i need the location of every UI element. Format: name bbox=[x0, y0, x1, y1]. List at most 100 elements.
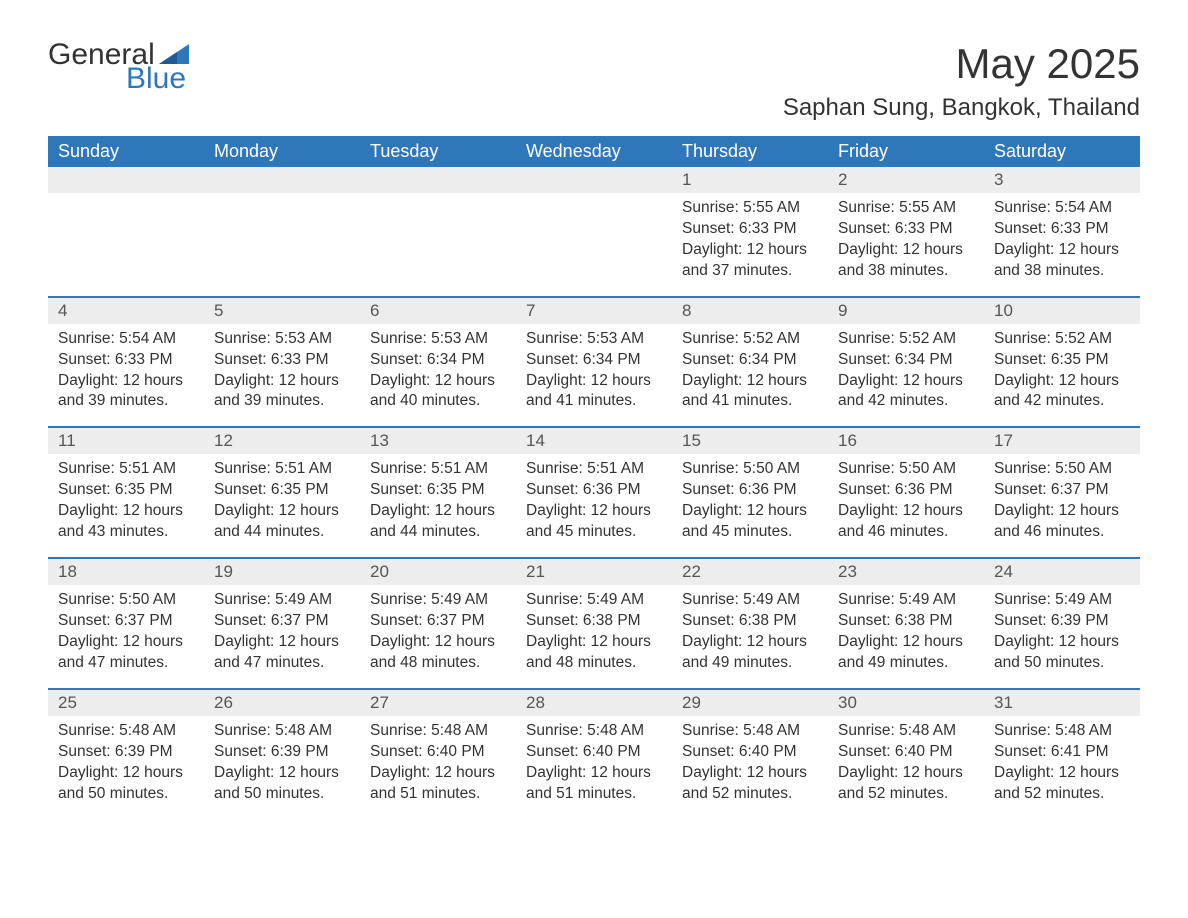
sunset-line: Sunset: 6:40 PM bbox=[838, 742, 974, 763]
sunset-line: Sunset: 6:38 PM bbox=[838, 611, 974, 632]
calendar-cell: 31Sunrise: 5:48 AMSunset: 6:41 PMDayligh… bbox=[984, 689, 1140, 819]
calendar-cell: 23Sunrise: 5:49 AMSunset: 6:38 PMDayligh… bbox=[828, 558, 984, 689]
sunrise-line: Sunrise: 5:48 AM bbox=[994, 721, 1130, 742]
daylight-line: Daylight: 12 hours and 49 minutes. bbox=[682, 632, 818, 674]
day-details: Sunrise: 5:49 AMSunset: 6:38 PMDaylight:… bbox=[828, 585, 984, 688]
calendar-cell: 20Sunrise: 5:49 AMSunset: 6:37 PMDayligh… bbox=[360, 558, 516, 689]
calendar-cell: 22Sunrise: 5:49 AMSunset: 6:38 PMDayligh… bbox=[672, 558, 828, 689]
page-title: May 2025 bbox=[783, 40, 1140, 88]
weekday-header: Tuesday bbox=[360, 136, 516, 167]
sunrise-line: Sunrise: 5:48 AM bbox=[682, 721, 818, 742]
page-subtitle: Saphan Sung, Bangkok, Thailand bbox=[783, 94, 1140, 122]
daylight-line: Daylight: 12 hours and 38 minutes. bbox=[838, 240, 974, 282]
day-details: Sunrise: 5:50 AMSunset: 6:37 PMDaylight:… bbox=[48, 585, 204, 688]
daylight-line: Daylight: 12 hours and 43 minutes. bbox=[58, 501, 194, 543]
day-details: Sunrise: 5:52 AMSunset: 6:34 PMDaylight:… bbox=[828, 324, 984, 427]
calendar-cell: 19Sunrise: 5:49 AMSunset: 6:37 PMDayligh… bbox=[204, 558, 360, 689]
daylight-line: Daylight: 12 hours and 51 minutes. bbox=[370, 763, 506, 805]
sunrise-line: Sunrise: 5:49 AM bbox=[214, 590, 350, 611]
day-number: 12 bbox=[204, 428, 360, 454]
day-details: Sunrise: 5:48 AMSunset: 6:40 PMDaylight:… bbox=[672, 716, 828, 819]
sunset-line: Sunset: 6:40 PM bbox=[526, 742, 662, 763]
sunset-line: Sunset: 6:36 PM bbox=[526, 480, 662, 501]
day-details: Sunrise: 5:52 AMSunset: 6:35 PMDaylight:… bbox=[984, 324, 1140, 427]
sunset-line: Sunset: 6:33 PM bbox=[838, 219, 974, 240]
calendar-cell: 25Sunrise: 5:48 AMSunset: 6:39 PMDayligh… bbox=[48, 689, 204, 819]
day-details: Sunrise: 5:48 AMSunset: 6:41 PMDaylight:… bbox=[984, 716, 1140, 819]
day-number: 30 bbox=[828, 690, 984, 716]
calendar-cell: 15Sunrise: 5:50 AMSunset: 6:36 PMDayligh… bbox=[672, 427, 828, 558]
sunset-line: Sunset: 6:40 PM bbox=[682, 742, 818, 763]
daylight-line: Daylight: 12 hours and 44 minutes. bbox=[214, 501, 350, 543]
sunrise-line: Sunrise: 5:48 AM bbox=[58, 721, 194, 742]
day-details: Sunrise: 5:55 AMSunset: 6:33 PMDaylight:… bbox=[672, 193, 828, 296]
day-details: Sunrise: 5:48 AMSunset: 6:39 PMDaylight:… bbox=[204, 716, 360, 819]
calendar-cell: 7Sunrise: 5:53 AMSunset: 6:34 PMDaylight… bbox=[516, 297, 672, 428]
daylight-line: Daylight: 12 hours and 49 minutes. bbox=[838, 632, 974, 674]
daylight-line: Daylight: 12 hours and 47 minutes. bbox=[58, 632, 194, 674]
day-number: 25 bbox=[48, 690, 204, 716]
day-details: Sunrise: 5:50 AMSunset: 6:36 PMDaylight:… bbox=[672, 454, 828, 557]
day-details: Sunrise: 5:51 AMSunset: 6:35 PMDaylight:… bbox=[360, 454, 516, 557]
sunrise-line: Sunrise: 5:49 AM bbox=[994, 590, 1130, 611]
day-number: 2 bbox=[828, 167, 984, 193]
daylight-line: Daylight: 12 hours and 52 minutes. bbox=[994, 763, 1130, 805]
weekday-header: Friday bbox=[828, 136, 984, 167]
day-details: Sunrise: 5:51 AMSunset: 6:35 PMDaylight:… bbox=[204, 454, 360, 557]
sunrise-line: Sunrise: 5:52 AM bbox=[838, 329, 974, 350]
daylight-line: Daylight: 12 hours and 48 minutes. bbox=[526, 632, 662, 674]
day-details: Sunrise: 5:48 AMSunset: 6:40 PMDaylight:… bbox=[516, 716, 672, 819]
day-number: 26 bbox=[204, 690, 360, 716]
calendar-cell: 9Sunrise: 5:52 AMSunset: 6:34 PMDaylight… bbox=[828, 297, 984, 428]
sunrise-line: Sunrise: 5:48 AM bbox=[214, 721, 350, 742]
day-details: Sunrise: 5:50 AMSunset: 6:36 PMDaylight:… bbox=[828, 454, 984, 557]
sunset-line: Sunset: 6:37 PM bbox=[58, 611, 194, 632]
sunrise-line: Sunrise: 5:49 AM bbox=[838, 590, 974, 611]
day-number: 28 bbox=[516, 690, 672, 716]
calendar-cell: 21Sunrise: 5:49 AMSunset: 6:38 PMDayligh… bbox=[516, 558, 672, 689]
calendar-cell: 11Sunrise: 5:51 AMSunset: 6:35 PMDayligh… bbox=[48, 427, 204, 558]
day-number: 16 bbox=[828, 428, 984, 454]
sunset-line: Sunset: 6:35 PM bbox=[214, 480, 350, 501]
daylight-line: Daylight: 12 hours and 47 minutes. bbox=[214, 632, 350, 674]
sunset-line: Sunset: 6:35 PM bbox=[370, 480, 506, 501]
day-number: 27 bbox=[360, 690, 516, 716]
daylight-line: Daylight: 12 hours and 38 minutes. bbox=[994, 240, 1130, 282]
day-number: 15 bbox=[672, 428, 828, 454]
day-number: 5 bbox=[204, 298, 360, 324]
weekday-header: Monday bbox=[204, 136, 360, 167]
calendar-cell: 26Sunrise: 5:48 AMSunset: 6:39 PMDayligh… bbox=[204, 689, 360, 819]
day-number: 11 bbox=[48, 428, 204, 454]
daylight-line: Daylight: 12 hours and 48 minutes. bbox=[370, 632, 506, 674]
day-details: Sunrise: 5:48 AMSunset: 6:40 PMDaylight:… bbox=[360, 716, 516, 819]
day-details: Sunrise: 5:51 AMSunset: 6:36 PMDaylight:… bbox=[516, 454, 672, 557]
sunset-line: Sunset: 6:35 PM bbox=[994, 350, 1130, 371]
daylight-line: Daylight: 12 hours and 50 minutes. bbox=[214, 763, 350, 805]
sunrise-line: Sunrise: 5:53 AM bbox=[370, 329, 506, 350]
calendar-cell: 24Sunrise: 5:49 AMSunset: 6:39 PMDayligh… bbox=[984, 558, 1140, 689]
sunrise-line: Sunrise: 5:49 AM bbox=[526, 590, 662, 611]
sunrise-line: Sunrise: 5:49 AM bbox=[370, 590, 506, 611]
sunrise-line: Sunrise: 5:49 AM bbox=[682, 590, 818, 611]
day-details: Sunrise: 5:50 AMSunset: 6:37 PMDaylight:… bbox=[984, 454, 1140, 557]
day-number: 21 bbox=[516, 559, 672, 585]
day-number: 7 bbox=[516, 298, 672, 324]
day-number: 8 bbox=[672, 298, 828, 324]
sunset-line: Sunset: 6:41 PM bbox=[994, 742, 1130, 763]
day-details: Sunrise: 5:52 AMSunset: 6:34 PMDaylight:… bbox=[672, 324, 828, 427]
daylight-line: Daylight: 12 hours and 46 minutes. bbox=[994, 501, 1130, 543]
sunset-line: Sunset: 6:39 PM bbox=[214, 742, 350, 763]
day-details: Sunrise: 5:53 AMSunset: 6:34 PMDaylight:… bbox=[360, 324, 516, 427]
calendar-cell: 4Sunrise: 5:54 AMSunset: 6:33 PMDaylight… bbox=[48, 297, 204, 428]
day-details: Sunrise: 5:53 AMSunset: 6:34 PMDaylight:… bbox=[516, 324, 672, 427]
sunset-line: Sunset: 6:34 PM bbox=[838, 350, 974, 371]
sunset-line: Sunset: 6:33 PM bbox=[994, 219, 1130, 240]
day-number: 19 bbox=[204, 559, 360, 585]
day-number: 24 bbox=[984, 559, 1140, 585]
daylight-line: Daylight: 12 hours and 45 minutes. bbox=[682, 501, 818, 543]
daylight-line: Daylight: 12 hours and 46 minutes. bbox=[838, 501, 974, 543]
daylight-line: Daylight: 12 hours and 45 minutes. bbox=[526, 501, 662, 543]
sunset-line: Sunset: 6:33 PM bbox=[58, 350, 194, 371]
calendar-cell: 2Sunrise: 5:55 AMSunset: 6:33 PMDaylight… bbox=[828, 167, 984, 297]
sunrise-line: Sunrise: 5:48 AM bbox=[370, 721, 506, 742]
